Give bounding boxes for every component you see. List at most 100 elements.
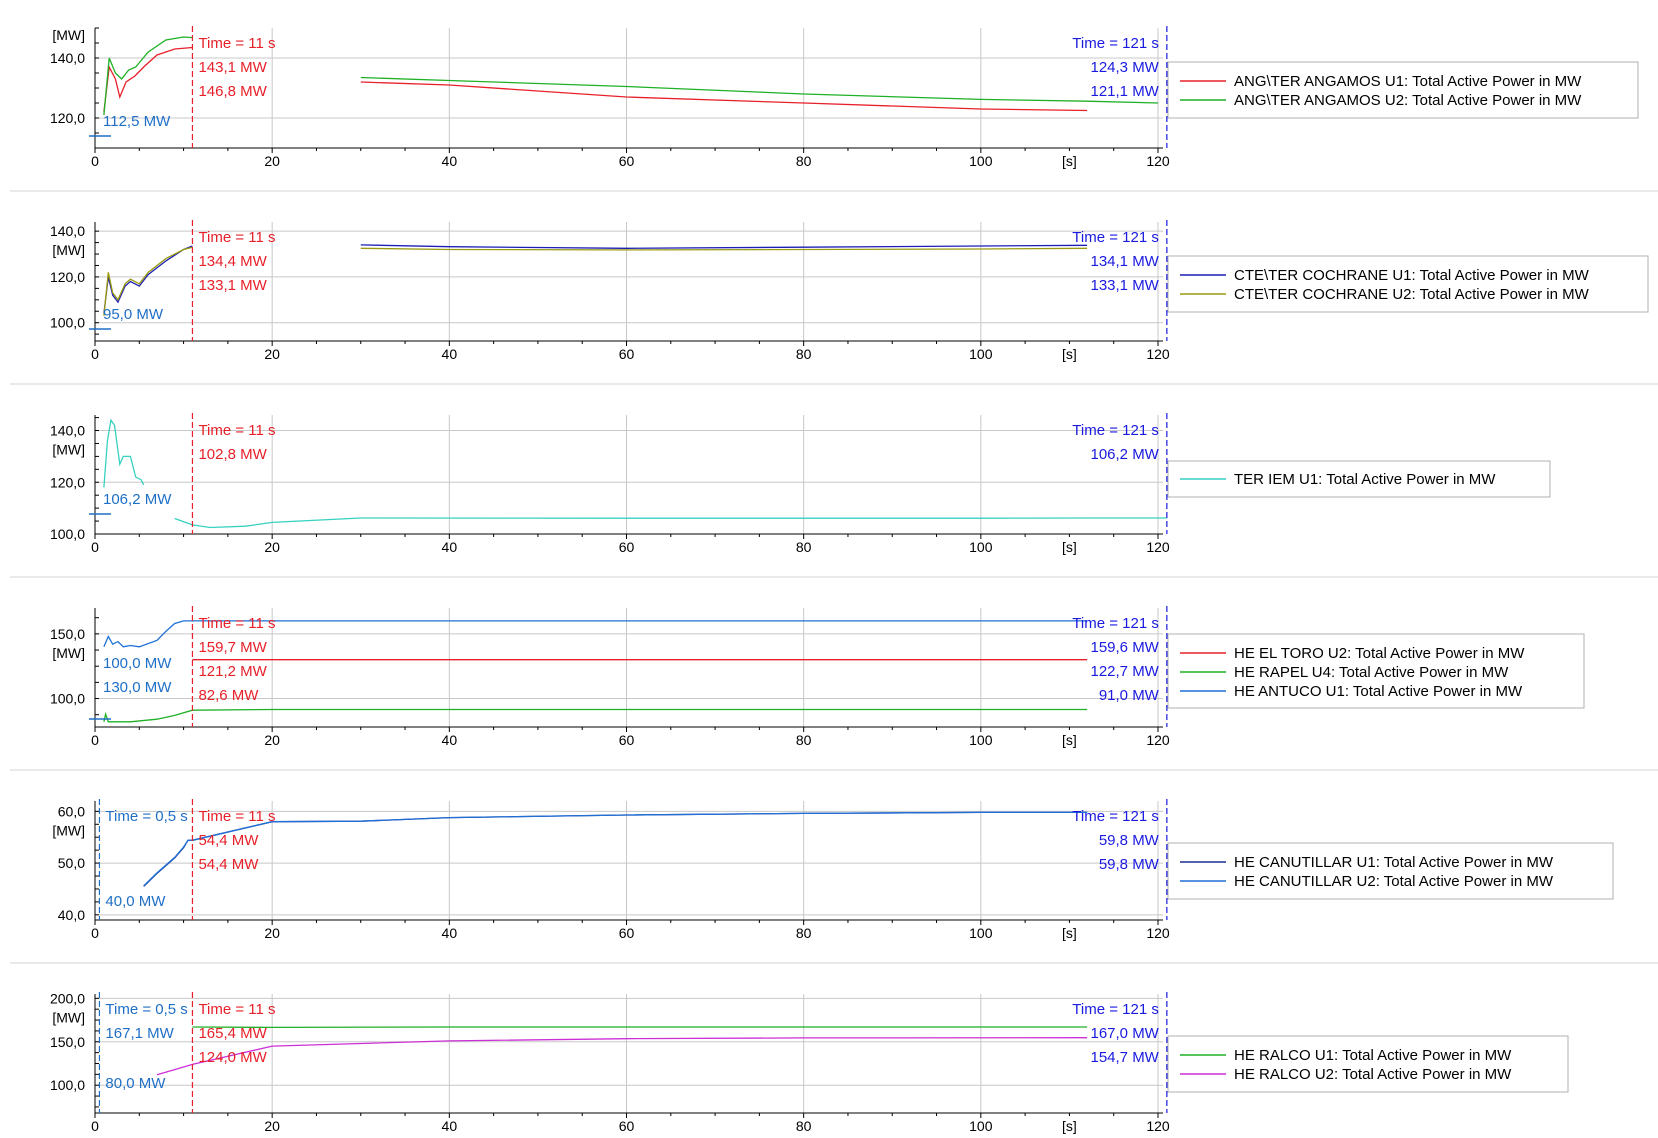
legend-entry: HE RAPEL U4: Total Active Power in MW <box>1234 664 1509 681</box>
x-tick-label: 80 <box>796 925 812 941</box>
legend-6[interactable]: HE RALCO U1: Total Active Power in MW HE … <box>1167 1035 1569 1093</box>
time-cursor-label: Time = 11 s <box>198 1001 275 1018</box>
x-tick-label: 0 <box>91 1118 99 1134</box>
x-tick-label: 120 <box>1146 346 1170 362</box>
x-tick-label: 60 <box>619 153 635 169</box>
x-tick-label: 60 <box>619 539 635 555</box>
time-cursor-label: Time = 11 s <box>198 808 275 825</box>
legend-3[interactable]: TER IEM U1: Total Active Power in MW <box>1167 460 1551 498</box>
time-cursor-label: Time = 121 s <box>1072 1001 1159 1018</box>
legend-5[interactable]: HE CANUTILLAR U1: Total Active Power in … <box>1167 842 1614 900</box>
plot-panel-1[interactable]: 0 20 40 60 80 100 120 [s] 140,0 120,0 [MW] Time = 1… <box>50 26 1639 169</box>
plot-panel-4[interactable]: 0 20 40 60 80 100 120 [s] 150,0 100,0 [MW] Time = 1… <box>50 606 1585 748</box>
x-tick-label: 120 <box>1146 153 1170 169</box>
x-tick-label: 0 <box>91 153 99 169</box>
legend-box <box>1167 61 1639 119</box>
x-unit-label: [s] <box>1062 153 1077 169</box>
plot-panel-6[interactable]: 0 20 40 60 80 100 120 [s] 200,0 150,0 100,0 [MW] Tim… <box>50 990 1569 1134</box>
x-tick-label: 60 <box>619 925 635 941</box>
legend-2[interactable]: CTE\TER COCHRANE U1: Total Active Power … <box>1167 255 1649 313</box>
x-tick-label: 80 <box>796 153 812 169</box>
x-tick-label: 40 <box>442 153 458 169</box>
x-tick-label: 20 <box>264 153 280 169</box>
plot-panel-3[interactable]: 0 20 40 60 80 100 120 [s] 140,0 120,0 100,0 [MW] Tim… <box>50 413 1551 555</box>
cursor-value-label: 133,1 MW <box>198 277 267 294</box>
plot-panel-2[interactable]: 0 20 40 60 80 100 120 [s] 140,0 120,0 100,0 [MW] Tim… <box>50 220 1649 362</box>
cursor-value-label: 143,1 MW <box>198 59 267 76</box>
time-cursor-label: Time = 121 s <box>1072 808 1159 825</box>
x-tick-label: 20 <box>264 539 280 555</box>
x-tick-label: 80 <box>796 732 812 748</box>
cursor-value-label: 121,1 MW <box>1090 83 1159 100</box>
y-tick-label: 120,0 <box>50 110 85 126</box>
x-tick-label: 100 <box>969 346 993 362</box>
cursor-value-label: 134,1 MW <box>1090 253 1159 270</box>
cursor-value-label: 133,1 MW <box>1090 277 1159 294</box>
x-tick-label: 100 <box>969 732 993 748</box>
series-line-3 <box>103 620 1088 648</box>
cursor-value-label: 154,7 MW <box>1090 1049 1159 1066</box>
legend-entry: HE CANUTILLAR U1: Total Active Power in … <box>1234 854 1554 871</box>
initial-value-label: 95,0 MW <box>103 306 164 323</box>
legend-4[interactable]: HE EL TORO U2: Total Active Power in MW H… <box>1167 633 1585 709</box>
x-tick-label: 40 <box>442 1118 458 1134</box>
y-tick-label: 200,0 <box>50 990 85 1006</box>
initial-value-label: 130,0 MW <box>103 679 172 696</box>
x-tick-label: 20 <box>264 732 280 748</box>
legend-box <box>1167 842 1614 900</box>
cursor-value-label: 159,7 MW <box>198 639 267 656</box>
x-tick-label: 40 <box>442 925 458 941</box>
cursor-value-label: 102,8 MW <box>198 446 267 463</box>
x-tick-label: 100 <box>969 539 993 555</box>
legend-entry: ANG\TER ANGAMOS U1: Total Active Power i… <box>1234 73 1582 90</box>
x-tick-label: 0 <box>91 539 99 555</box>
y-axis-unit: [MW] <box>52 242 85 258</box>
legend-entry: HE EL TORO U2: Total Active Power in MW <box>1234 645 1525 662</box>
legend-entry: HE RALCO U2: Total Active Power in MW <box>1234 1066 1512 1083</box>
y-axis-unit: [MW] <box>52 645 85 661</box>
legend-box <box>1167 1035 1569 1093</box>
x-tick-label: 80 <box>796 346 812 362</box>
legend-entry: HE CANUTILLAR U2: Total Active Power in … <box>1234 873 1554 890</box>
legend-1[interactable]: ANG\TER ANGAMOS U1: Total Active Power i… <box>1167 61 1639 119</box>
cursor-value-label: 59,8 MW <box>1099 856 1160 873</box>
legend-entry: CTE\TER COCHRANE U1: Total Active Power … <box>1234 267 1590 284</box>
cursor-value-label: 146,8 MW <box>198 83 267 100</box>
y-tick-label: 100,0 <box>50 691 85 707</box>
y-tick-label: 140,0 <box>50 223 85 239</box>
x-unit-label: [s] <box>1062 732 1077 748</box>
legend-entry: HE RALCO U1: Total Active Power in MW <box>1234 1047 1512 1064</box>
y-tick-label: 100,0 <box>50 526 85 542</box>
cursor-value-label: 134,4 MW <box>198 253 267 270</box>
x-unit-label: [s] <box>1062 346 1077 362</box>
cursor-value-label: 54,4 MW <box>198 856 259 873</box>
x-tick-label: 40 <box>442 539 458 555</box>
series-line-2 <box>143 811 1088 887</box>
series-line-1 <box>143 811 1088 887</box>
plot-panel-5[interactable]: 0 20 40 60 80 100 120 [s] 60,0 50,0 40,0 [MW] Time =… <box>52 799 1614 941</box>
initial-value-label: 106,2 MW <box>103 491 172 508</box>
time-cursor-label: Time = 121 s <box>1072 422 1159 439</box>
time-cursor-label: Time = 0,5 s <box>105 808 187 825</box>
time-cursor-label: Time = 11 s <box>198 615 275 632</box>
time-cursor-label: Time = 121 s <box>1072 35 1159 52</box>
y-tick-label: 150,0 <box>50 1034 85 1050</box>
series-line-2 <box>103 246 1088 316</box>
x-tick-label: 20 <box>264 1118 280 1134</box>
y-tick-label: 50,0 <box>58 855 85 871</box>
x-tick-label: 40 <box>442 346 458 362</box>
series-line-1 <box>103 46 1088 113</box>
initial-value-label: 112,5 MW <box>103 113 171 130</box>
time-cursor-label: Time = 11 s <box>198 422 275 439</box>
series-line-2 <box>103 36 1159 116</box>
y-tick-label: 120,0 <box>50 474 85 490</box>
x-tick-label: 60 <box>619 1118 635 1134</box>
cursor-value-label: 124,3 MW <box>1090 59 1159 76</box>
legend-entry: HE ANTUCO U1: Total Active Power in MW <box>1234 683 1523 700</box>
x-tick-label: 40 <box>442 732 458 748</box>
x-tick-label: 0 <box>91 732 99 748</box>
x-unit-label: [s] <box>1062 1118 1077 1134</box>
time-cursor-label: Time = 11 s <box>198 229 275 246</box>
